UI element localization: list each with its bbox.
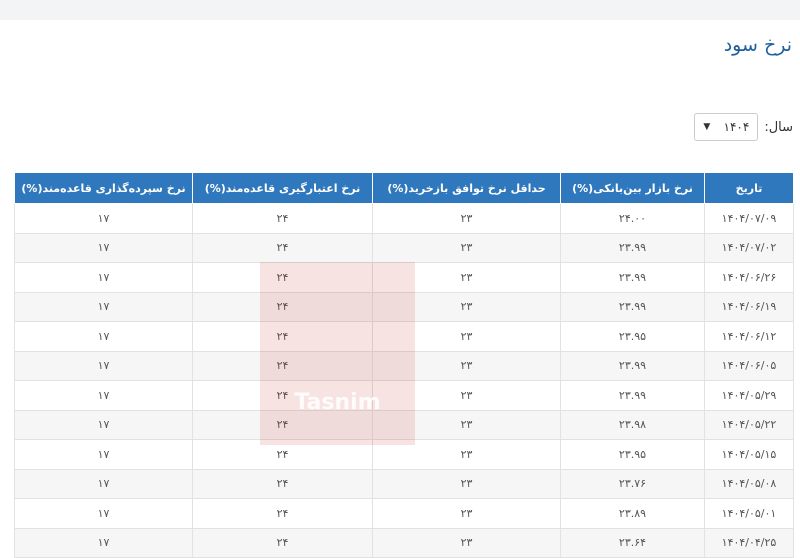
table-cell: ۲۳.۷۶ <box>560 468 705 499</box>
table-cell: ۲۳.۹۹ <box>560 232 705 263</box>
table-cell: ۱۷ <box>14 232 193 263</box>
year-select-value: ۱۴۰۴ <box>723 120 750 134</box>
table-cell: ۲۴ <box>192 232 373 263</box>
table-cell: ۲۴ <box>192 203 373 234</box>
table-cell: ۲۳ <box>372 203 561 234</box>
column-header: نرخ سپرده‌گذاری قاعده‌مند(%) <box>14 172 193 204</box>
table-row: ۱۴۰۴/۰۴/۲۵ ۲۳.۶۴ ۲۳ ۲۴ ۱۷ <box>14 527 794 558</box>
table-cell: ۲۳.۹۹ <box>560 262 705 293</box>
table-header-row: تاریخ نرخ بازار بین‌بانکی(%) حداقل نرخ توا… <box>14 172 794 204</box>
table-row: ۱۴۰۴/۰۵/۲۹ ۲۳.۹۹ ۲۳ ۲۴ ۱۷ <box>14 380 794 411</box>
table-cell: ۱۷ <box>14 380 193 411</box>
table-cell: ۲۳.۹۸ <box>560 409 705 440</box>
table-cell: ۱۴۰۴/۰۶/۱۹ <box>704 291 794 322</box>
table-row: ۱۴۰۴/۰۶/۱۹ ۲۳.۹۹ ۲۳ ۲۴ ۱۷ <box>14 291 794 322</box>
table-cell: ۲۴ <box>192 498 373 529</box>
table-cell: ۱۴۰۴/۰۶/۰۵ <box>704 350 794 381</box>
table-cell: ۲۴ <box>192 527 373 558</box>
table-cell: ۱۴۰۴/۰۷/۰۹ <box>704 203 794 234</box>
table-cell: ۲۳.۶۴ <box>560 527 705 558</box>
table-row: ۱۴۰۴/۰۷/۰۲ ۲۳.۹۹ ۲۳ ۲۴ ۱۷ <box>14 232 794 263</box>
table-cell: ۱۷ <box>14 350 193 381</box>
table-cell: ۱۷ <box>14 498 193 529</box>
table-cell: ۲۳ <box>372 291 561 322</box>
table-cell: ۲۳ <box>372 232 561 263</box>
table-cell: ۱۴۰۴/۰۵/۲۲ <box>704 409 794 440</box>
table-cell: ۱۷ <box>14 527 193 558</box>
table-cell: ۱۴۰۴/۰۷/۰۲ <box>704 232 794 263</box>
table-cell: ۲۳ <box>372 498 561 529</box>
table-cell: ۲۳.۸۹ <box>560 498 705 529</box>
year-filter: سال: ۱۴۰۴ ▼ <box>694 113 793 141</box>
table-row: ۱۴۰۴/۰۶/۲۶ ۲۳.۹۹ ۲۳ ۲۴ ۱۷ <box>14 262 794 293</box>
table-cell: ۱۴۰۴/۰۶/۱۲ <box>704 321 794 352</box>
table-cell: ۱۷ <box>14 262 193 293</box>
table-cell: ۲۳ <box>372 350 561 381</box>
table-row: ۱۴۰۴/۰۷/۰۹ ۲۴.۰۰ ۲۳ ۲۴ ۱۷ <box>14 203 794 234</box>
table-row: ۱۴۰۴/۰۵/۰۸ ۲۳.۷۶ ۲۳ ۲۴ ۱۷ <box>14 468 794 499</box>
top-bar <box>0 0 800 20</box>
table-cell: ۱۷ <box>14 203 193 234</box>
year-label: سال: <box>764 119 793 135</box>
table-cell: ۲۴ <box>192 380 373 411</box>
table-cell: ۲۳ <box>372 527 561 558</box>
table-cell: ۲۴ <box>192 350 373 381</box>
table-cell: ۲۳ <box>372 439 561 470</box>
table-cell: ۲۴ <box>192 439 373 470</box>
column-header: نرخ اعتبارگیری قاعده‌مند(%) <box>192 172 373 204</box>
table-cell: ۲۴.۰۰ <box>560 203 705 234</box>
table-cell: ۲۴ <box>192 468 373 499</box>
table-cell: ۱۴۰۴/۰۶/۲۶ <box>704 262 794 293</box>
table-cell: ۱۷ <box>14 439 193 470</box>
table-cell: ۲۳ <box>372 468 561 499</box>
table-row: ۱۴۰۴/۰۵/۰۱ ۲۳.۸۹ ۲۳ ۲۴ ۱۷ <box>14 498 794 529</box>
table-cell: ۱۷ <box>14 409 193 440</box>
table-row: ۱۴۰۴/۰۶/۱۲ ۲۳.۹۵ ۲۳ ۲۴ ۱۷ <box>14 321 794 352</box>
table-cell: ۱۴۰۴/۰۵/۰۱ <box>704 498 794 529</box>
table-cell: ۱۴۰۴/۰۴/۲۵ <box>704 527 794 558</box>
table-row: ۱۴۰۴/۰۶/۰۵ ۲۳.۹۹ ۲۳ ۲۴ ۱۷ <box>14 350 794 381</box>
table-cell: ۲۴ <box>192 291 373 322</box>
interest-rate-table: تاریخ نرخ بازار بین‌بانکی(%) حداقل نرخ توا… <box>14 172 794 558</box>
page-title: نرخ سود <box>723 34 792 56</box>
table-cell: ۱۷ <box>14 291 193 322</box>
table-cell: ۲۳.۹۵ <box>560 321 705 352</box>
column-header: حداقل نرخ توافق بازخرید(%) <box>372 172 561 204</box>
table-cell: ۱۴۰۴/۰۵/۲۹ <box>704 380 794 411</box>
table-cell: ۲۳.۹۹ <box>560 380 705 411</box>
table-cell: ۲۴ <box>192 409 373 440</box>
table-row: ۱۴۰۴/۰۵/۱۵ ۲۳.۹۵ ۲۳ ۲۴ ۱۷ <box>14 439 794 470</box>
table-cell: ۲۳.۹۹ <box>560 291 705 322</box>
chevron-down-icon: ▼ <box>703 122 711 132</box>
column-header: تاریخ <box>704 172 794 204</box>
table-cell: ۲۳.۹۹ <box>560 350 705 381</box>
table-cell: ۲۴ <box>192 262 373 293</box>
table-cell: ۲۳ <box>372 380 561 411</box>
column-header: نرخ بازار بین‌بانکی(%) <box>560 172 705 204</box>
table-cell: ۲۳ <box>372 321 561 352</box>
table-cell: ۱۴۰۴/۰۵/۰۸ <box>704 468 794 499</box>
table-cell: ۱۴۰۴/۰۵/۱۵ <box>704 439 794 470</box>
table-cell: ۱۷ <box>14 468 193 499</box>
table-cell: ۲۳ <box>372 409 561 440</box>
table-row: ۱۴۰۴/۰۵/۲۲ ۲۳.۹۸ ۲۳ ۲۴ ۱۷ <box>14 409 794 440</box>
table-cell: ۲۳ <box>372 262 561 293</box>
table-cell: ۱۷ <box>14 321 193 352</box>
table-cell: ۲۳.۹۵ <box>560 439 705 470</box>
year-select[interactable]: ۱۴۰۴ ▼ <box>694 113 759 141</box>
table-cell: ۲۴ <box>192 321 373 352</box>
